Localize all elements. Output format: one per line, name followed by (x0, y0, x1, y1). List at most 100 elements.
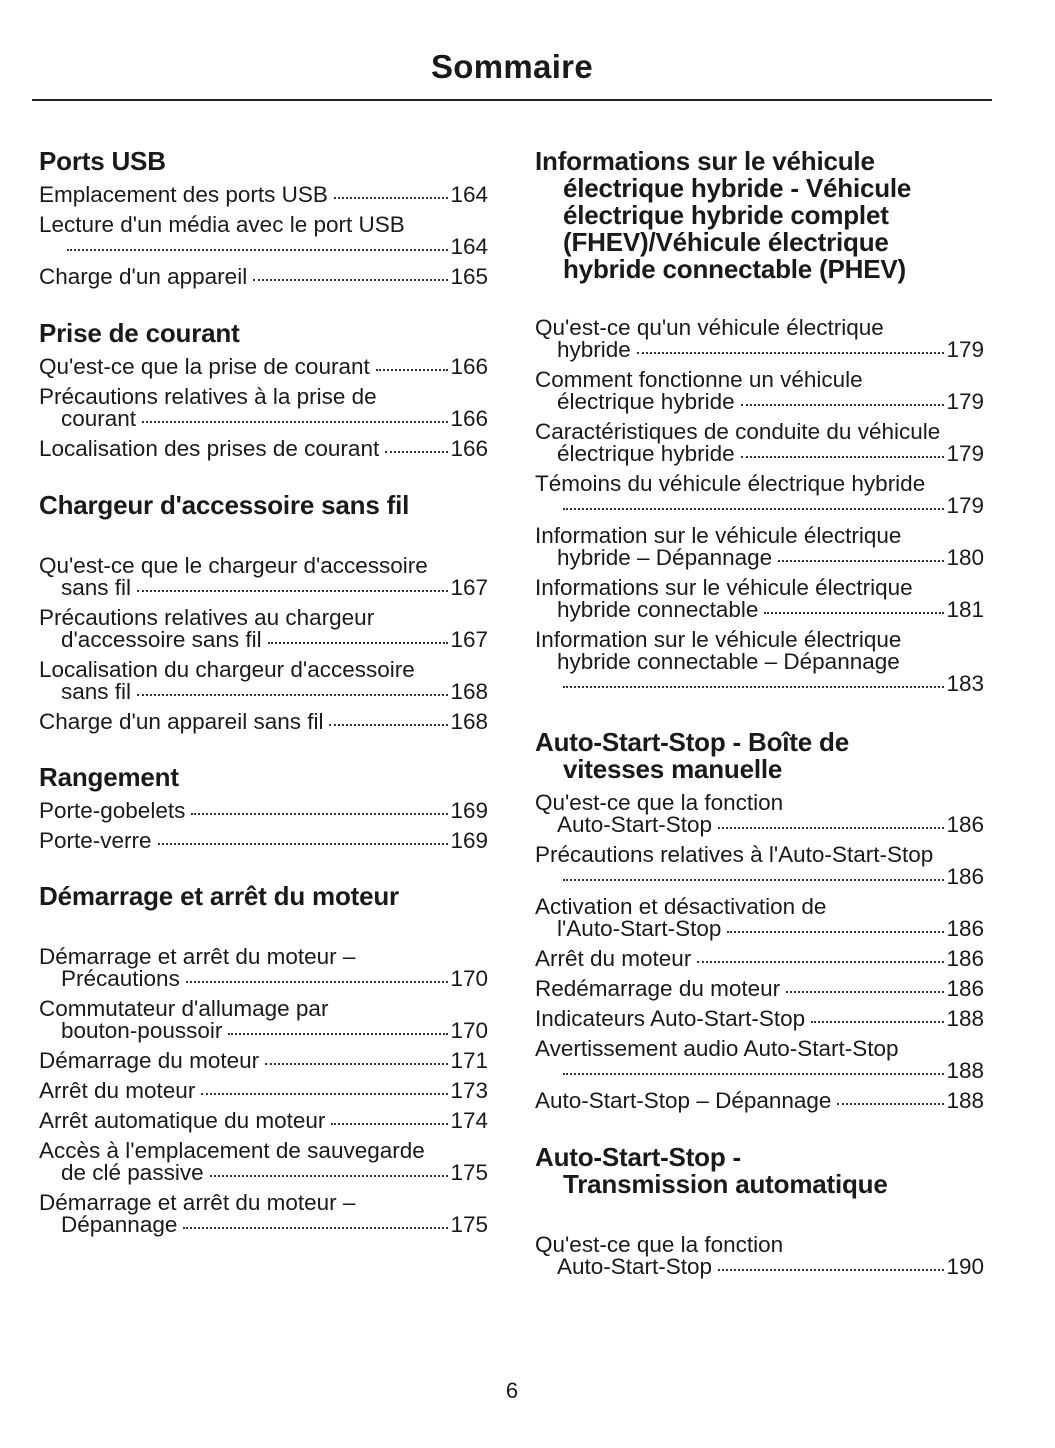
toc-entry-text: bouton-poussoir (61, 1018, 223, 1043)
toc-entry[interactable]: Redémarrage du moteur 186 (535, 977, 984, 1000)
toc-entry[interactable]: Commutateur d'allumage par bouton-poussoi… (39, 996, 488, 1043)
toc-entry[interactable]: Localisation des prises de courant 166 (39, 436, 488, 461)
toc-page-number: 188 (946, 1058, 984, 1083)
toc-entry[interactable]: Précautions relatives à la prise de coura… (39, 385, 488, 431)
toc-page-number: 179 (946, 493, 984, 518)
toc-page-number: 180 (946, 545, 984, 570)
dot-leader (137, 694, 449, 696)
section-heading: Chargeur d'accessoire sans fil (39, 492, 409, 519)
dot-leader (183, 1227, 449, 1229)
toc-entry[interactable]: Précautions relatives au chargeur d'acces… (39, 606, 488, 652)
toc-entry[interactable]: Emplacement des ports USB 164 (39, 183, 488, 206)
toc-entry-text: hybride (557, 337, 631, 362)
toc-page-number: 167 (450, 575, 488, 600)
toc-entry[interactable]: Auto-Start-Stop – Dépannage 188 (535, 1088, 984, 1113)
toc-entry[interactable]: Indicateurs Auto-Start-Stop 188 (535, 1007, 984, 1030)
dot-leader (228, 1033, 449, 1035)
toc-page-number: 175 (450, 1212, 488, 1237)
toc-entry[interactable]: Localisation du chargeur d'accessoire san… (39, 657, 488, 703)
toc-entry-text: Accès à l'emplacement de sauvegarde (39, 1138, 425, 1163)
section-entries: Qu'est-ce que la fonction Auto-Start-Stop… (535, 790, 984, 1120)
dot-leader (375, 369, 449, 371)
toc-entry-text: Précautions relatives à l'Auto-Start-Sto… (535, 842, 934, 867)
toc-entry-text: Charge d'un appareil sans fil (39, 709, 324, 734)
toc-entry-text: hybride – Dépannage (557, 545, 773, 570)
toc-page-number: 186 (946, 812, 984, 837)
toc-entry[interactable]: Précautions relatives à l'Auto-Start-Sto… (535, 842, 984, 889)
toc-entry[interactable]: Qu'est-ce que le chargeur d'accessoire sa… (39, 554, 488, 600)
toc-entry-text: Porte-gobelets (39, 798, 186, 823)
dot-leader (142, 421, 449, 423)
toc-entry[interactable]: Caractéristiques de conduite du véhicule… (535, 420, 984, 465)
toc-page-number: 186 (946, 864, 984, 889)
section-heading-line: Transmission automatique (563, 1169, 888, 1199)
toc-entry-text: électrique hybride (557, 389, 735, 414)
toc-entry[interactable]: Arrêt automatique du moteur 174 (39, 1108, 488, 1133)
toc-entry[interactable]: Information sur le véhicule électrique hy… (535, 523, 984, 570)
toc-entry-text: Lecture d'un média avec le port USB (39, 212, 405, 237)
toc-entry-text: Comment fonctionne un véhicule (535, 367, 863, 392)
toc-entry[interactable]: Qu'est-ce que la fonction Auto-Start-Stop… (535, 790, 984, 837)
toc-entry[interactable]: Avertissement audio Auto-Start-Stop 188 (535, 1036, 984, 1083)
toc-entry-text: Démarrage du moteur (39, 1048, 260, 1073)
dot-leader (786, 991, 945, 993)
toc-entry[interactable]: Démarrage du moteur 171 (39, 1048, 488, 1073)
section-heading-line: électrique hybride complet (563, 200, 889, 230)
toc-entry-text: de clé passive (61, 1160, 204, 1185)
toc-entry-text: hybride connectable – Dépannage (557, 649, 900, 674)
toc-page-number: 167 (450, 627, 488, 652)
toc-page-number: 179 (946, 337, 984, 362)
toc-entry[interactable]: Informations sur le véhicule électrique h… (535, 576, 984, 622)
toc-entry[interactable]: Accès à l'emplacement de sauvegarde de cl… (39, 1138, 488, 1185)
dot-leader (718, 1269, 945, 1271)
toc-page-number: 174 (450, 1108, 488, 1133)
toc-entry[interactable]: Témoins du véhicule électrique hybride 17… (535, 472, 984, 518)
section-heading-line: Auto-Start-Stop - Boîte de (535, 727, 849, 757)
dot-leader (740, 456, 945, 458)
toc-page-number: 188 (946, 1088, 984, 1113)
toc-entry-text: Commutateur d'allumage par (39, 996, 329, 1021)
toc-entry[interactable]: Information sur le véhicule électrique hy… (535, 628, 984, 695)
toc-page-number: 181 (946, 597, 984, 622)
toc-entry[interactable]: Démarrage et arrêt du moteur – Dépannage 1… (39, 1190, 488, 1237)
toc-entry[interactable]: Démarrage et arrêt du moteur – Précaution… (39, 945, 488, 991)
dot-leader (718, 827, 945, 829)
toc-entry[interactable]: Qu'est-ce que la fonction Auto-Start-Stop… (535, 1233, 984, 1278)
section-entries: Qu'est-ce qu'un véhicule électrique hybri… (535, 316, 984, 703)
toc-entry[interactable]: Porte-gobelets 169 (39, 798, 488, 823)
toc-page-number: 166 (450, 354, 488, 379)
toc-entry[interactable]: Lecture d'un média avec le port USB 164 (39, 212, 488, 258)
toc-page-number: 170 (450, 966, 488, 991)
toc-entry[interactable]: Charge d'un appareil sans fil 168 (39, 709, 488, 734)
toc-entry[interactable]: Comment fonctionne un véhicule électrique… (535, 367, 984, 414)
toc-entry-text: Qu'est-ce que la fonction (535, 790, 784, 815)
toc-entry-text: Démarrage et arrêt du moteur – (39, 1190, 356, 1215)
toc-entry-text: Précautions (61, 966, 180, 991)
toc-page-number: 169 (450, 828, 488, 853)
toc-entry[interactable]: Arrêt du moteur 186 (535, 947, 984, 970)
toc-entry-text: Auto-Start-Stop – Dépannage (535, 1088, 832, 1113)
toc-entry-text: Porte-verre (39, 828, 152, 853)
title-divider (32, 99, 992, 101)
toc-entry[interactable]: Activation et désactivation de l'Auto-Sta… (535, 894, 984, 940)
section-heading-line: Rangement (39, 762, 179, 792)
section-heading-line: (FHEV)/Véhicule électrique (563, 227, 889, 257)
dot-leader (778, 560, 945, 562)
toc-entry[interactable]: Qu'est-ce qu'un véhicule électrique hybri… (535, 316, 984, 362)
toc-entry[interactable]: Arrêt du moteur 173 (39, 1079, 488, 1102)
toc-entry-text: Localisation du chargeur d'accessoire (39, 657, 415, 682)
dot-leader (67, 249, 449, 251)
toc-entry[interactable]: Porte-verre 169 (39, 828, 488, 853)
toc-entry-text: Activation et désactivation de (535, 894, 827, 919)
toc-entry-text: courant (61, 406, 137, 431)
dot-leader (137, 590, 449, 592)
toc-entry[interactable]: Qu'est-ce que la prise de courant 166 (39, 354, 488, 379)
section-heading: Démarrage et arrêt du moteur (39, 883, 399, 910)
dot-leader (697, 961, 945, 963)
toc-entry-text: Avertissement audio Auto-Start-Stop (535, 1036, 899, 1061)
toc-entry[interactable]: Charge d'un appareil 165 (39, 265, 488, 288)
toc-entry-text: Localisation des prises de courant (39, 436, 380, 461)
toc-page-number: 171 (450, 1048, 488, 1073)
toc-entry-text: Information sur le véhicule électrique (535, 523, 902, 548)
dot-leader (563, 879, 945, 881)
